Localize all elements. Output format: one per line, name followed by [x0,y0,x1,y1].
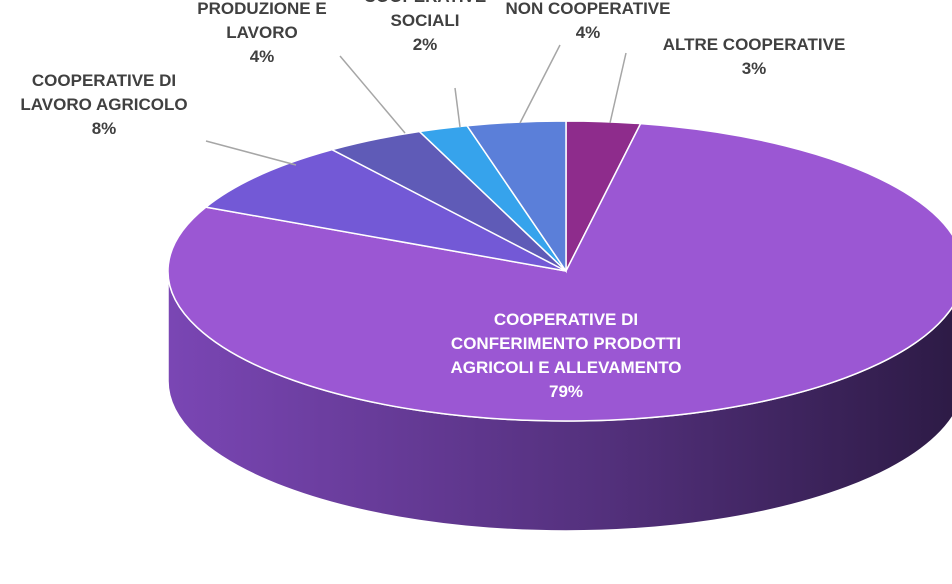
leader-line-5 [519,44,561,124]
data-label-line: PRODUZIONE E [197,0,326,18]
data-label-4: COOPERATIVE SOCIALI 2% [364,0,486,54]
leader-line-4 [454,87,461,128]
data-label-percent: 4% [250,47,275,66]
data-label-5: NON COOPERATIVE 4% [506,0,671,42]
data-label-0: ALTRE COOPERATIVE 3% [663,35,846,78]
data-label-line: ALTRE COOPERATIVE [663,35,846,54]
data-label-percent: 79% [549,382,583,401]
data-label-line: COOPERATIVE DI [494,310,638,329]
data-label-line: AGRICOLI E ALLEVAMENTO [450,358,681,377]
data-label-line: COOPERATIVE DI [32,71,176,90]
leader-line-0 [609,52,627,124]
pie-slice-2 [204,148,567,272]
data-label-percent: 3% [742,59,767,78]
data-label-percent: 8% [92,119,117,138]
data-label-line: LAVORO AGRICOLO [20,95,187,114]
data-label-line: LAVORO [226,23,297,42]
data-label-percent: 2% [413,35,438,54]
leader-line-3 [339,55,406,134]
data-label-1: COOPERATIVE DI CONFERIMENTO PRODOTTI AGRIC… [450,310,681,401]
data-labels: ALTRE COOPERATIVE 3% COOPERATIVE DI CONFERI… [20,0,845,401]
data-label-line: SOCIALI [391,11,460,30]
pie-slice-5 [465,120,567,274]
data-label-line: NON COOPERATIVE [506,0,671,18]
data-label-percent: 4% [576,23,601,42]
data-label-line: CONFERIMENTO PRODOTTI [451,334,681,353]
pie-slice-1 [167,122,952,422]
data-label-2: COOPERATIVE DI LAVORO AGRICOLO 8% [20,71,187,138]
pie-slices [167,120,952,422]
leader-line-2 [205,140,297,166]
leader-lines [205,44,627,166]
data-label-line: COOPERATIVE [364,0,486,6]
